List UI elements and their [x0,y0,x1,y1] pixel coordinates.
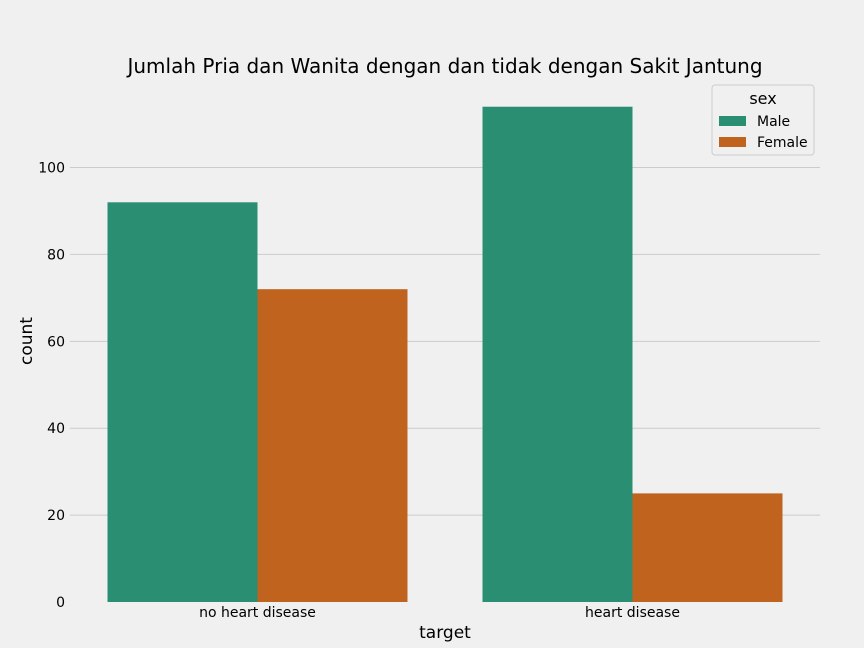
legend-title: sex [749,89,776,108]
bar-female-heart-disease [632,493,783,602]
x-tick-labels: no heart disease heart disease [199,605,680,621]
bar-male-heart-disease [482,106,633,602]
y-tick-label: 100 [38,161,65,177]
y-tick-label: 60 [47,334,65,350]
legend-swatch-female [719,137,746,147]
x-axis-label: target [419,623,471,643]
bars [107,106,783,602]
y-tick-label: 0 [56,595,65,611]
bar-male-no-heart-disease [107,202,258,602]
legend-swatch-male [719,116,746,126]
x-tick-label: no heart disease [199,605,316,621]
legend: sex Male Female [711,84,815,156]
y-tick-label: 80 [47,247,65,263]
x-tick-label: heart disease [585,605,680,621]
y-tick-label: 40 [47,421,65,437]
y-tick-label: 20 [47,508,65,524]
y-axis-label: count [17,317,37,365]
chart-title: Jumlah Pria dan Wanita dengan dan tidak … [125,54,762,78]
y-tick-labels: 0 20 40 60 80 100 [38,161,65,611]
legend-label-male: Male [757,114,790,130]
bar-female-no-heart-disease [257,289,408,602]
legend-label-female: Female [757,135,808,151]
